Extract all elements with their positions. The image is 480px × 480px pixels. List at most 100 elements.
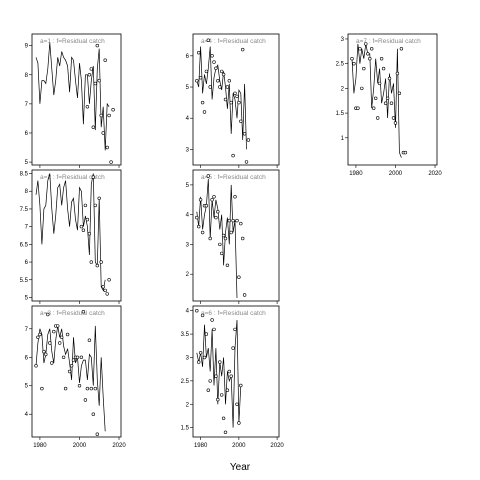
data-point [89, 67, 94, 71]
data-point [350, 56, 354, 61]
data-point [97, 78, 101, 83]
data-point [206, 174, 211, 178]
data-point [105, 145, 109, 150]
y-tick-label: 6 [25, 131, 29, 137]
data-point [372, 106, 376, 110]
data-point [235, 402, 239, 406]
y-tick-label: 6 [186, 54, 190, 60]
data-point [85, 105, 90, 109]
data-point [233, 195, 237, 199]
data-point [38, 332, 42, 337]
data-point [93, 386, 98, 391]
panel-frame [31, 169, 122, 302]
y-tick-label: 3 [186, 242, 190, 248]
data-point [362, 66, 366, 71]
y-tick-label: 7.5 [20, 207, 29, 213]
y-tick-label: 6 [25, 260, 29, 266]
data-point [36, 335, 40, 339]
data-point [227, 369, 232, 374]
data-point [397, 91, 402, 96]
data-point [198, 75, 203, 80]
data-point [225, 85, 230, 89]
y-tick-label: 5 [186, 183, 190, 189]
data-point [198, 351, 203, 355]
data-point [77, 384, 82, 388]
y-tick-label: 2.5 [336, 62, 345, 68]
x-tick-label: 2000 [389, 171, 403, 177]
panel-1: a=1 : f=Residual catch 5 6 7 8 9 [25, 33, 122, 168]
data-point [389, 101, 394, 105]
data-point [237, 100, 241, 105]
y-tick-label: 2 [186, 272, 190, 278]
panel-frame [347, 33, 438, 166]
y-tick-label: 8.5 [20, 172, 29, 178]
data-point [376, 116, 380, 120]
data-point [383, 101, 388, 105]
data-point [206, 388, 211, 392]
y-tick-label: 3.5 [181, 332, 190, 338]
y-tick-label: 2 [186, 402, 190, 408]
data-point [393, 121, 398, 125]
data-point [225, 263, 230, 267]
data-point [233, 91, 237, 96]
data-point [235, 94, 239, 99]
data-point [214, 66, 218, 71]
data-point [239, 383, 243, 388]
y-tick-label: 4 [186, 213, 190, 219]
data-point [242, 132, 247, 136]
panel-frame [31, 305, 122, 438]
data-point [93, 81, 98, 86]
data-point [79, 224, 84, 229]
data-point [44, 352, 48, 357]
y-tick-label: 2 [341, 86, 345, 92]
data-point [101, 285, 105, 289]
data-point [91, 125, 96, 129]
data-point [34, 364, 38, 368]
data-point [65, 332, 70, 337]
data-point [105, 292, 109, 296]
data-point [395, 71, 400, 76]
y-tick-label: 1.5 [181, 426, 190, 432]
data-point [200, 230, 205, 235]
data-point [89, 260, 94, 264]
data-point [195, 215, 199, 220]
panel-title: a=1 : f=Residual catch [40, 38, 105, 45]
y-tick-label: 8 [25, 189, 29, 195]
data-point [233, 327, 237, 332]
data-point [391, 116, 396, 120]
data-point [107, 278, 111, 282]
data-point [241, 47, 245, 52]
data-point [81, 228, 86, 232]
data-point [79, 355, 84, 359]
series-line [196, 178, 238, 299]
data-point [71, 358, 76, 362]
data-point [366, 52, 370, 56]
data-point [360, 86, 364, 91]
data-point [103, 58, 107, 62]
data-point [212, 327, 216, 332]
data-point [91, 412, 96, 416]
data-point [216, 210, 220, 214]
panel-2: a=2 : f=Residual catch 5 5.5 6 6.5 7 7.5 8 8.5 [20, 169, 122, 304]
data-point [216, 397, 220, 402]
y-tick-label: 5 [25, 160, 29, 166]
y-tick-label: 5 [25, 384, 29, 390]
data-point [244, 160, 249, 164]
data-point [195, 79, 199, 83]
y-tick-label: 4 [25, 412, 29, 418]
data-point [241, 236, 245, 241]
panel-frame [31, 33, 122, 166]
data-point [231, 218, 235, 223]
data-point [225, 388, 230, 392]
panel-3: a=3 : f=Residual catch 4 5 6 7 1980 2000 2020 [25, 305, 126, 449]
y-tick-label: 5 [186, 85, 190, 91]
data-point [59, 335, 64, 339]
panel-7: a=7 : f=Residual catch 1 1.5 2 2.5 3 1980 2000 2… [336, 33, 442, 177]
x-tick-label: 1980 [194, 443, 208, 449]
y-tick-label: 5.5 [20, 278, 29, 284]
data-point [40, 386, 44, 391]
data-point [83, 203, 88, 208]
data-point [364, 42, 368, 46]
y-tick-label: 4 [186, 309, 190, 315]
